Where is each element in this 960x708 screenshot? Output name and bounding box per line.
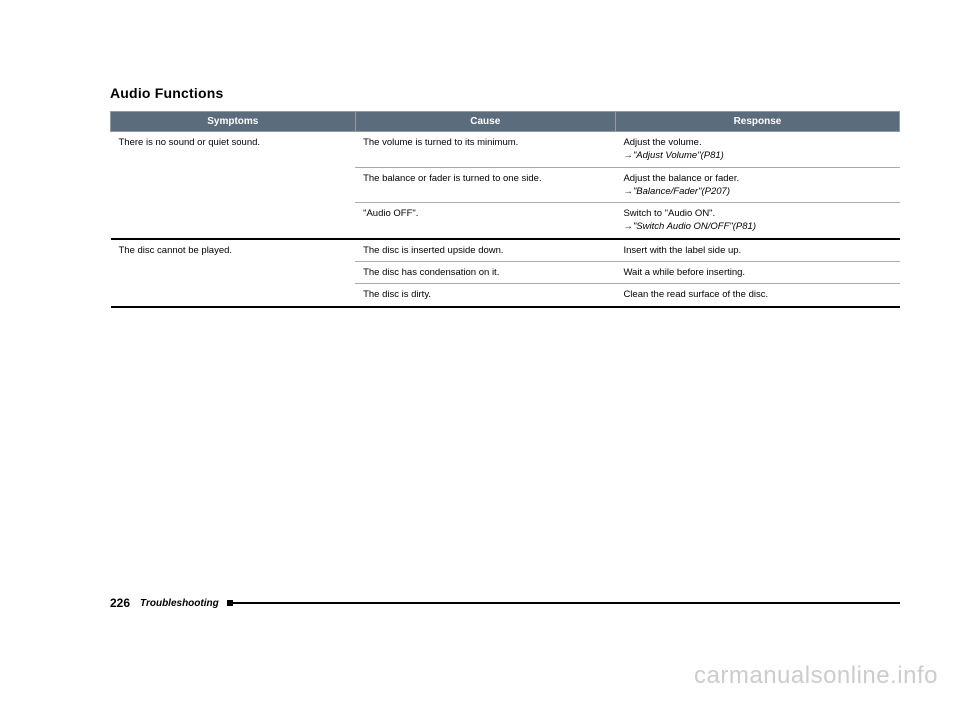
- cell-symptom: [111, 284, 356, 307]
- table-row: The disc is dirty. Clean the read surfac…: [111, 284, 900, 307]
- response-text: Adjust the balance or fader.: [623, 173, 739, 184]
- cell-cause: The disc has condensation on it.: [355, 262, 615, 284]
- cell-cause: The balance or fader is turned to one si…: [355, 167, 615, 203]
- response-text: Adjust the volume.: [623, 137, 701, 148]
- cell-cause: The disc is inserted upside down.: [355, 239, 615, 262]
- cell-response: Adjust the balance or fader. →"Balance/F…: [615, 167, 899, 203]
- cell-symptom: [111, 203, 356, 239]
- table-row: "Audio OFF". Switch to "Audio ON". →"Swi…: [111, 203, 900, 239]
- cell-response: Insert with the label side up.: [615, 239, 899, 262]
- cell-response: Wait a while before inserting.: [615, 262, 899, 284]
- cell-cause: The volume is turned to its minimum.: [355, 132, 615, 168]
- col-header-response: Response: [615, 112, 899, 132]
- response-text: Switch to "Audio ON".: [623, 208, 715, 219]
- cell-response: Clean the read surface of the disc.: [615, 284, 899, 307]
- cell-cause: "Audio OFF".: [355, 203, 615, 239]
- table-row: The disc cannot be played. The disc is i…: [111, 239, 900, 262]
- table-row: There is no sound or quiet sound. The vo…: [111, 132, 900, 168]
- cell-symptom: There is no sound or quiet sound.: [111, 132, 356, 203]
- footer-rule: [233, 602, 900, 604]
- cell-symptom: The disc cannot be played.: [111, 239, 356, 284]
- page-number: 226: [110, 596, 130, 610]
- watermark-text: carmanualsonline.info: [694, 662, 938, 690]
- response-ref: →"Switch Audio ON/OFF"(P81): [623, 221, 756, 232]
- col-header-symptoms: Symptoms: [111, 112, 356, 132]
- footer-section: Troubleshooting: [140, 598, 219, 609]
- response-ref: →"Balance/Fader"(P207): [623, 186, 730, 197]
- cell-cause: The disc is dirty.: [355, 284, 615, 307]
- page-footer: 226 Troubleshooting: [110, 596, 900, 610]
- cell-response: Adjust the volume. →"Adjust Volume"(P81): [615, 132, 899, 168]
- section-title: Audio Functions: [110, 85, 900, 101]
- col-header-cause: Cause: [355, 112, 615, 132]
- response-ref: →"Adjust Volume"(P81): [623, 150, 723, 161]
- cell-response: Switch to "Audio ON". →"Switch Audio ON/…: [615, 203, 899, 239]
- troubleshooting-table: Symptoms Cause Response There is no soun…: [110, 111, 900, 308]
